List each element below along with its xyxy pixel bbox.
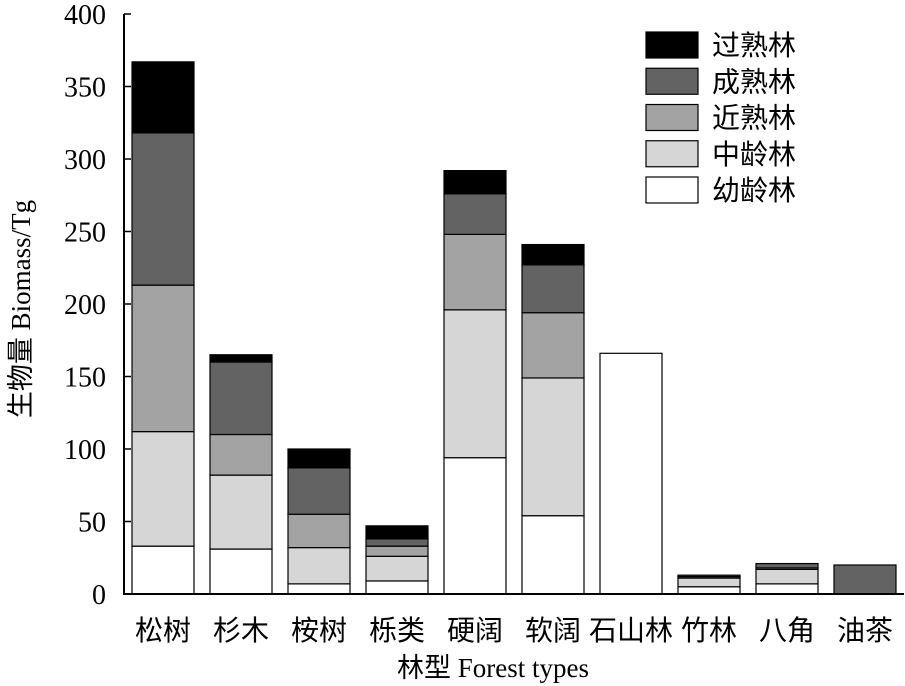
bar-segment-c0-s3 — [131, 132, 195, 286]
bar-segment-c6-s0 — [599, 352, 663, 595]
bar-segment-c2-s1 — [287, 546, 351, 585]
x-category-label: 软阔 — [525, 615, 581, 647]
bar-segment-c5-s3 — [521, 264, 585, 314]
legend-swatch — [645, 31, 699, 59]
bar-segment-c3-s2 — [365, 545, 429, 557]
bars-group — [131, 61, 897, 595]
x-category-labels-group: 松树 杉木 桉树 栎类 硬阔 软阔 石山林 竹林 八角 油茶 — [135, 615, 893, 647]
x-category-label: 油茶 — [837, 615, 893, 647]
bar-segment-c5-s2 — [521, 312, 585, 379]
x-category-label: 松树 — [135, 615, 191, 647]
bar-segment-c1-s2 — [209, 433, 273, 476]
bar-segment-c3-s0 — [365, 580, 429, 595]
bar-segment-c8-s0 — [755, 583, 819, 595]
y-tick-label: 150 — [64, 363, 106, 394]
legend-label: 过熟林 — [712, 30, 796, 62]
bar-segment-c4-s3 — [443, 193, 507, 236]
bar-segment-c2-s2 — [287, 513, 351, 549]
bar-segment-c7-s0 — [677, 586, 741, 595]
bar-segment-c9-s3 — [833, 564, 897, 595]
bar-segment-c4-s2 — [443, 233, 507, 311]
bar-segment-c3-s1 — [365, 555, 429, 582]
bar-segment-c3-s4 — [365, 525, 429, 540]
bar-segment-c1-s1 — [209, 474, 273, 550]
legend-label: 中龄林 — [712, 139, 796, 171]
bar-segment-c4-s1 — [443, 309, 507, 459]
bar-segment-c1-s4 — [209, 354, 273, 363]
x-category-label: 栎类 — [369, 615, 425, 647]
bar-segment-c7-s3 — [677, 574, 741, 578]
bar-segment-c2-s4 — [287, 448, 351, 469]
legend-swatch — [645, 140, 699, 168]
x-category-label: 石山林 — [589, 615, 673, 647]
bar-segment-c0-s0 — [131, 545, 195, 595]
y-tick-label: 300 — [64, 145, 106, 176]
x-category-label: 八角 — [759, 615, 815, 647]
legend-swatch — [645, 103, 699, 132]
y-tick-label: 50 — [78, 508, 106, 539]
y-axis-title: 生物量 Biomass/Tg — [6, 200, 36, 418]
bar-segment-c5-s4 — [521, 243, 585, 266]
legend-swatch — [645, 176, 699, 204]
bar-segment-c5-s0 — [521, 515, 585, 595]
bar-segment-c3-s3 — [365, 538, 429, 547]
x-category-label: 桉树 — [291, 615, 347, 647]
bar-segment-c8-s3 — [755, 562, 819, 569]
bar-segment-c8-s1 — [755, 568, 819, 585]
bar-segment-c5-s1 — [521, 377, 585, 517]
bar-segment-c0-s1 — [131, 431, 195, 547]
y-tick-label: 250 — [64, 218, 106, 249]
legend-swatch — [645, 67, 699, 95]
bar-segment-c1-s3 — [209, 361, 273, 436]
x-category-label: 硬阔 — [447, 615, 503, 647]
y-tick-label: 350 — [64, 73, 106, 104]
bar-segment-c7-s1 — [677, 577, 741, 588]
y-tick-label: 0 — [92, 580, 106, 611]
bar-segment-c2-s3 — [287, 467, 351, 515]
x-category-label: 竹林 — [681, 615, 737, 647]
bar-segment-c4-s0 — [443, 457, 507, 595]
bar-segment-c2-s0 — [287, 583, 351, 595]
y-ticks-group: 0 50 100 150 200 250 300 350 400 — [64, 0, 131, 611]
y-tick-label: 400 — [64, 0, 106, 31]
legend-label: 近熟林 — [712, 103, 796, 135]
y-tick-label: 100 — [64, 435, 106, 466]
legend-label: 成熟林 — [712, 66, 796, 98]
legend-label: 幼龄林 — [712, 175, 796, 207]
x-axis-title: 林型 Forest types — [397, 653, 589, 683]
bar-segment-c0-s4 — [131, 61, 195, 134]
bar-segment-c0-s2 — [131, 284, 195, 433]
x-category-label: 杉木 — [213, 615, 269, 647]
bar-segment-c4-s4 — [443, 170, 507, 195]
bar-segment-c1-s0 — [209, 548, 273, 595]
y-tick-label: 200 — [64, 290, 106, 321]
